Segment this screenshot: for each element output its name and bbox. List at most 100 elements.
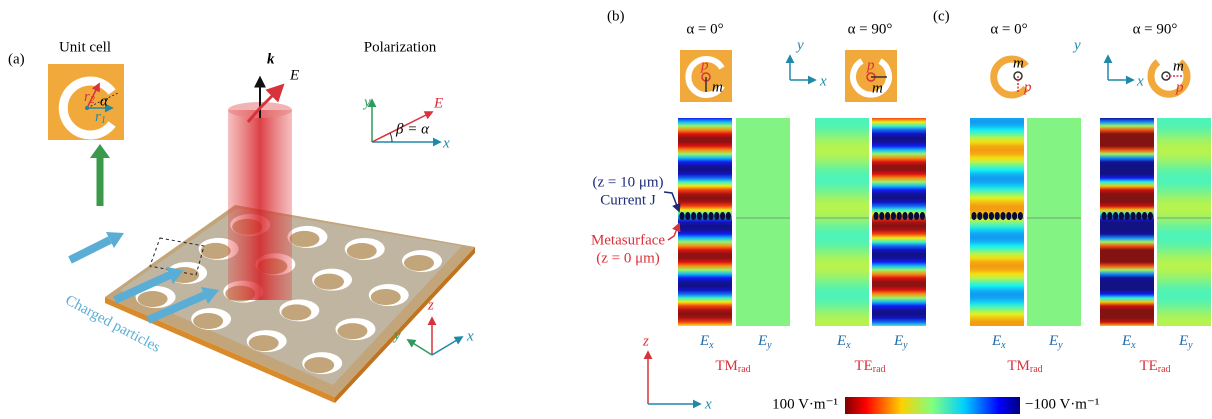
e-label: E	[433, 95, 443, 111]
current-dot	[914, 212, 919, 220]
mode-label: TMrad	[1007, 358, 1042, 375]
axis-label: y	[362, 94, 371, 110]
field-base: E	[991, 333, 1001, 349]
axis-label: x	[819, 73, 827, 89]
current-dot	[1012, 212, 1017, 220]
hole-inner	[289, 231, 319, 247]
current-dot	[989, 212, 994, 220]
mode-label: TMrad	[715, 358, 750, 375]
current-dot	[691, 212, 696, 220]
field-base: E	[893, 333, 903, 349]
hole-inner	[371, 289, 401, 305]
current-dot	[708, 212, 713, 220]
hole-inner	[404, 255, 434, 271]
current-dot	[1136, 212, 1141, 220]
field-base: E	[1048, 333, 1058, 349]
field-sub: x	[1000, 340, 1006, 351]
current-dot	[726, 212, 731, 220]
mode-label: TErad	[854, 358, 885, 375]
colorbar-min: −100 V·m⁻¹	[1025, 396, 1099, 412]
current-dot	[1000, 212, 1005, 220]
field-label: Ex	[699, 333, 714, 351]
current-dot	[879, 212, 884, 220]
column-title: α = 90°	[1133, 21, 1178, 37]
p-label: p	[866, 57, 875, 73]
column-title: α = 0°	[990, 21, 1027, 37]
field-label: Ex	[991, 333, 1006, 351]
current-z: (z = 10 μm)	[592, 174, 663, 190]
field-label: Ey	[893, 333, 908, 351]
axis-label: y	[392, 327, 401, 343]
mode-base: TE	[1139, 358, 1157, 374]
field-sub: y	[1187, 340, 1193, 351]
m-label: m	[1173, 58, 1184, 74]
panel-label: (b)	[607, 8, 625, 24]
field-sub: x	[1130, 340, 1136, 351]
current-dot	[971, 212, 976, 220]
current-dot	[1130, 212, 1135, 220]
m-label: m	[1013, 55, 1024, 71]
field-map	[678, 118, 732, 326]
axis	[432, 337, 462, 355]
p-label: p	[1175, 79, 1184, 95]
e-label: E	[289, 67, 299, 83]
mode-sub: rad	[738, 364, 751, 375]
hole-inner	[347, 243, 377, 259]
axis-label: y	[1072, 37, 1081, 53]
panel-label: (c)	[933, 8, 950, 24]
current-dot	[679, 212, 684, 220]
figure: (a) Unit cell r2 r1 α k E Polarization y…	[0, 0, 1212, 419]
axis	[408, 340, 432, 355]
field-base: E	[1178, 333, 1188, 349]
axis-label: x	[442, 135, 450, 151]
alpha: α	[100, 93, 109, 109]
current-dot	[697, 212, 702, 220]
current-dot	[685, 212, 690, 220]
angle-arc	[390, 133, 392, 142]
field-sub: y	[1057, 340, 1063, 351]
colorbar	[845, 397, 1020, 414]
field-base: E	[757, 333, 767, 349]
current-dot	[908, 212, 913, 220]
current-dot	[873, 212, 878, 220]
metasurface: Metasurface	[591, 232, 665, 248]
hole-inner	[281, 304, 311, 320]
hole-inner	[337, 323, 367, 339]
field-label: Ex	[1121, 333, 1136, 351]
field-map	[1157, 118, 1211, 326]
field-sub: y	[902, 340, 908, 351]
field-map	[970, 118, 1024, 326]
current-dot	[902, 212, 907, 220]
field-sub: y	[766, 340, 772, 351]
column-title: α = 90°	[848, 21, 893, 37]
field-base: E	[699, 333, 709, 349]
field-map	[1027, 118, 1081, 326]
p-label: p	[1023, 79, 1032, 95]
field-maps	[678, 118, 1211, 326]
field-base: E	[836, 333, 846, 349]
axis-label: x	[1136, 73, 1144, 89]
unit-cell-title: Unit cell	[59, 39, 111, 55]
current-dot	[1148, 212, 1153, 220]
angle-label: β = α	[395, 121, 430, 137]
current: Current J	[600, 192, 656, 208]
pointer	[668, 224, 679, 240]
field-base: E	[1121, 333, 1131, 349]
axis-label: z	[427, 297, 434, 313]
mode-sub: rad	[1030, 364, 1043, 375]
current-dot	[891, 212, 896, 220]
mode-base: TM	[715, 358, 738, 374]
field-sub: x	[708, 340, 714, 351]
axis-label: z	[642, 333, 649, 349]
mode-sub: rad	[873, 364, 886, 375]
hole-inner	[193, 313, 223, 329]
current-dot	[720, 212, 725, 220]
field-map	[872, 118, 926, 326]
p-label: p	[700, 57, 709, 73]
panel-label: (a)	[8, 51, 25, 67]
hole-inner	[201, 243, 231, 259]
hole-inner	[304, 357, 334, 373]
current-dot	[897, 212, 902, 220]
field-label: Ex	[836, 333, 851, 351]
current-dot	[983, 212, 988, 220]
